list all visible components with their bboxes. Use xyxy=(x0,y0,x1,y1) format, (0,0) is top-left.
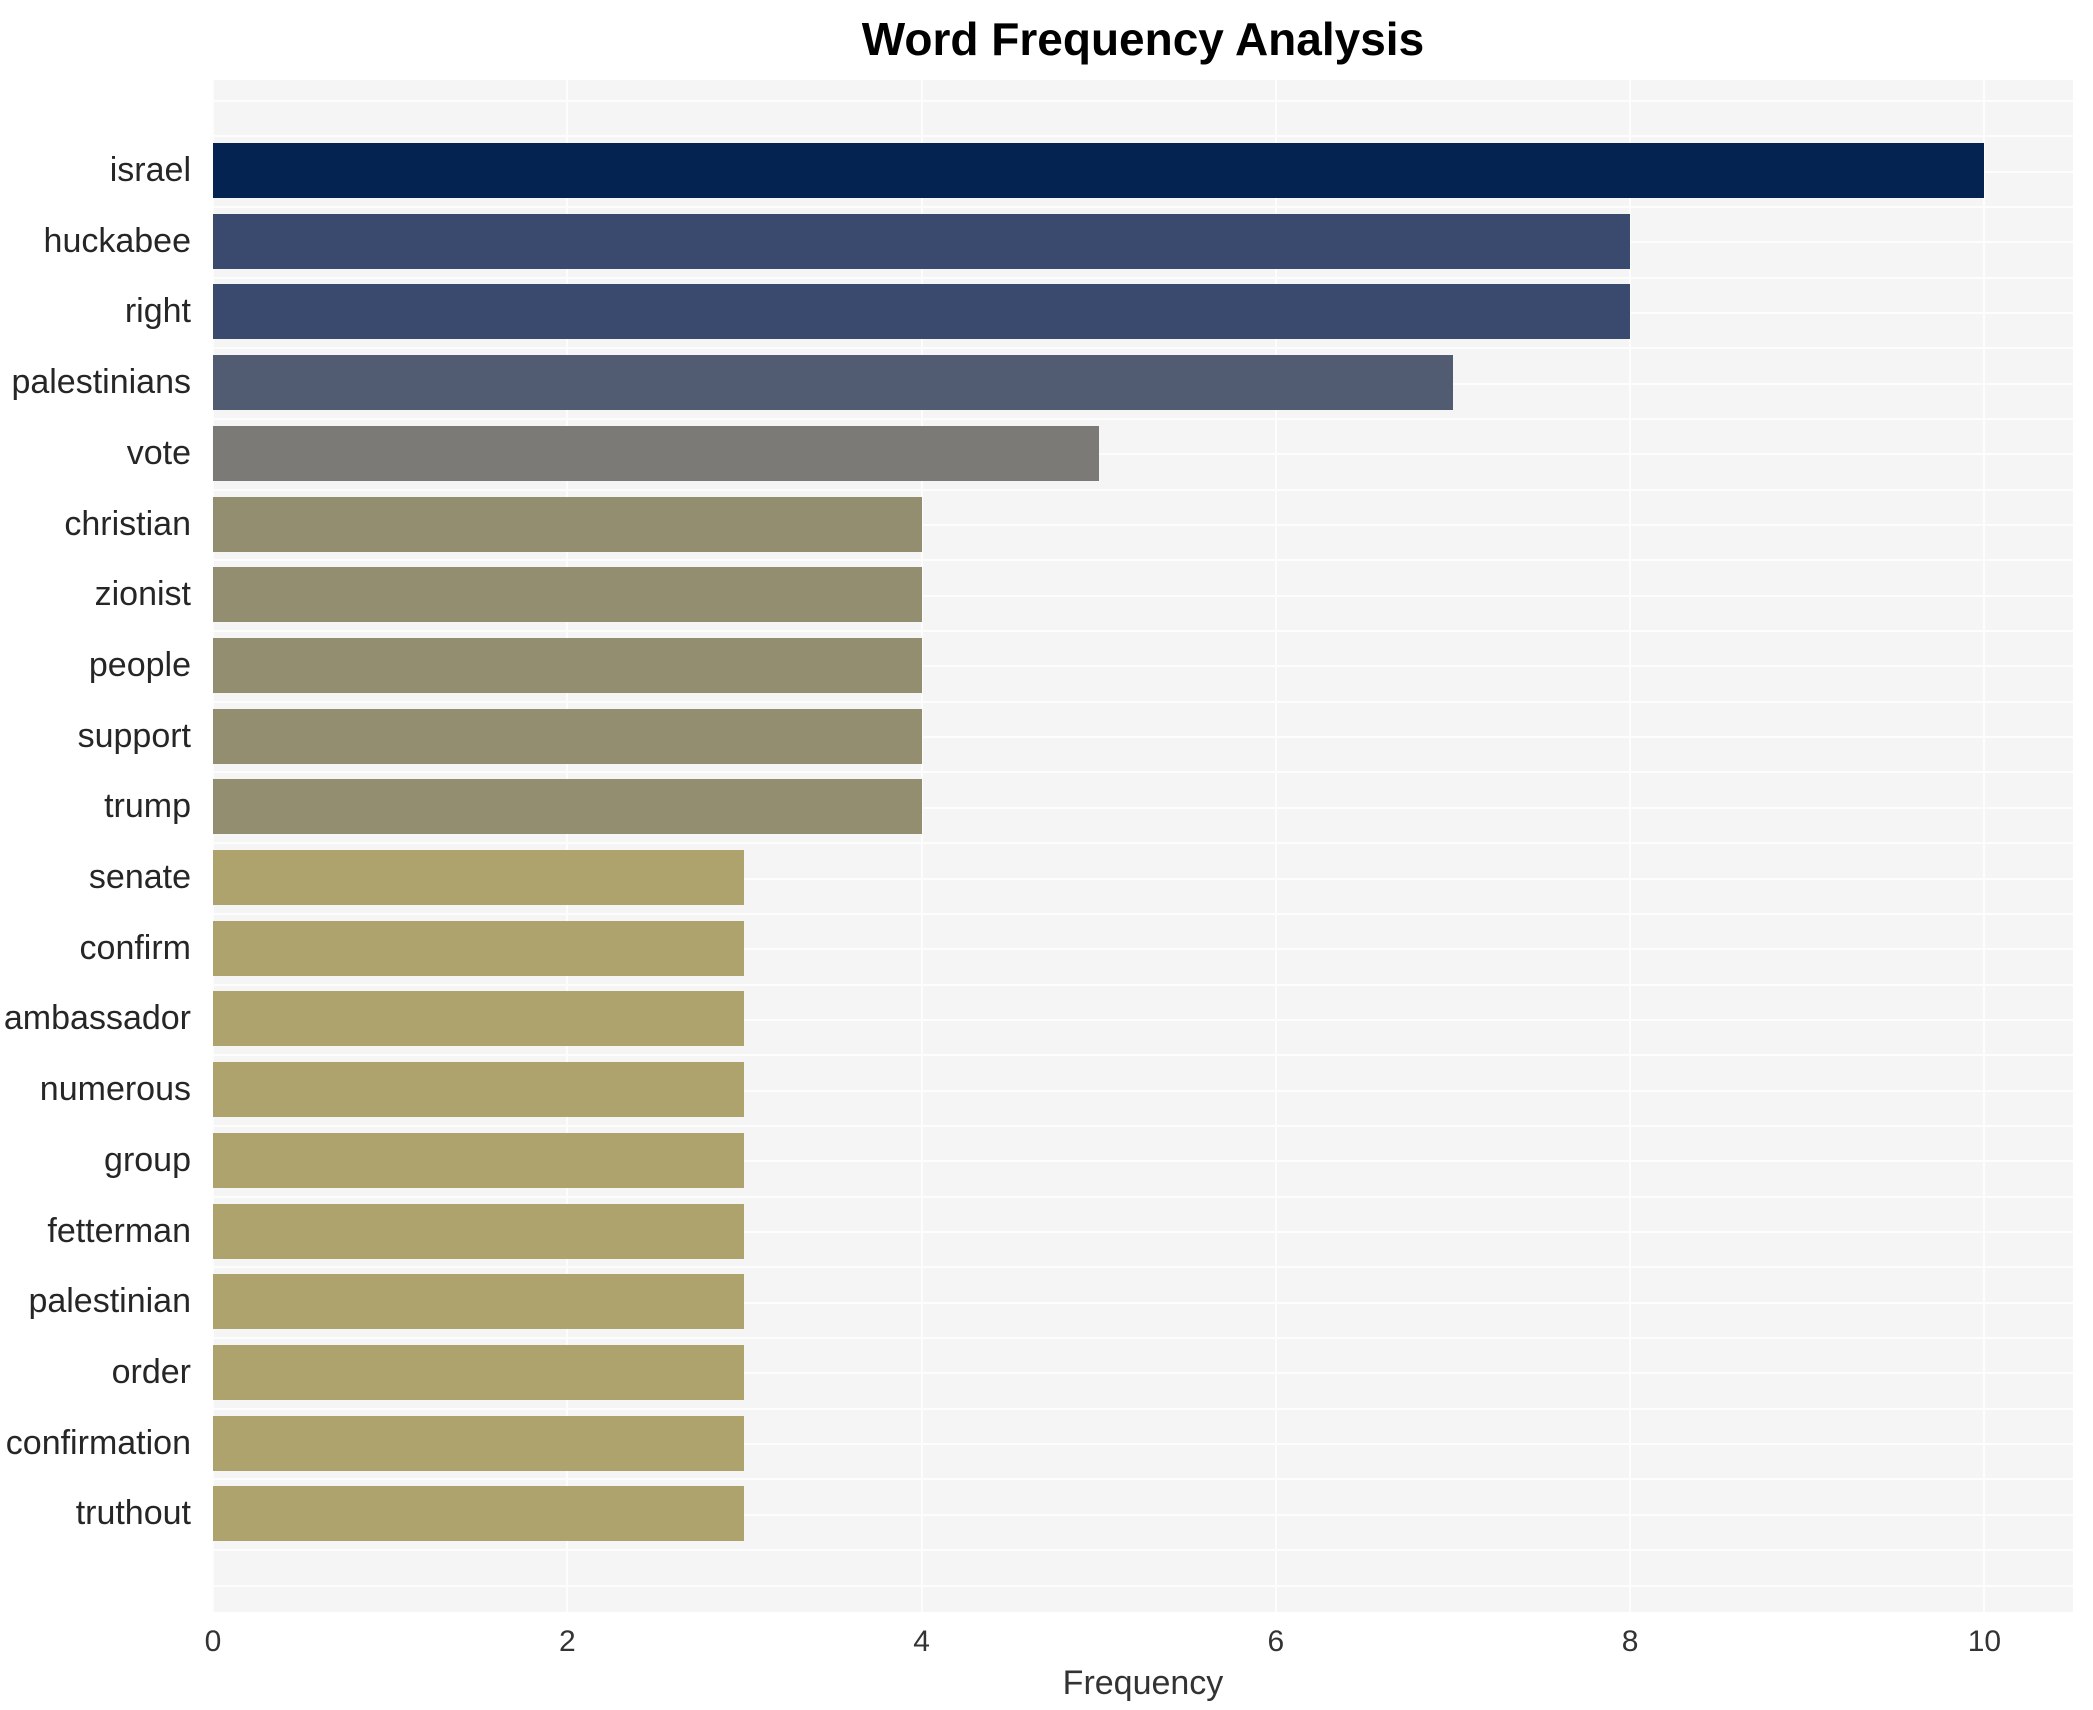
x-axis-tick-labels: 0 2 4 6 8 10 xyxy=(205,1622,2073,1662)
horizontal-gridline xyxy=(213,1372,2073,1375)
bar-palestinian xyxy=(213,1274,745,1330)
horizontal-gridline xyxy=(213,417,2073,420)
bar-palestinians xyxy=(213,355,1453,411)
x-tick-label-8: 8 xyxy=(1621,1625,1639,1658)
y-tick-label-israel: israel xyxy=(109,151,191,189)
x-tick-label-6: 6 xyxy=(1267,1625,1285,1658)
horizontal-gridline xyxy=(213,1054,2073,1057)
y-tick-label-confirmation: confirmation xyxy=(5,1423,191,1462)
horizontal-gridline xyxy=(213,1124,2073,1127)
horizontal-gridline xyxy=(213,1301,2073,1304)
y-tick-label-senate: senate xyxy=(88,858,191,896)
bar-right xyxy=(213,284,1631,340)
vertical-gridline xyxy=(1983,80,1986,1612)
horizontal-gridline xyxy=(213,1584,2073,1587)
bar-israel xyxy=(213,143,1985,198)
horizontal-gridline xyxy=(213,806,2073,809)
horizontal-gridline xyxy=(213,1231,2073,1233)
bar-zionist xyxy=(213,567,922,623)
horizontal-gridline xyxy=(213,842,2073,845)
vertical-gridline xyxy=(920,80,923,1612)
bar-confirmation xyxy=(213,1415,745,1471)
y-tick-label-palestinian: palestinian xyxy=(28,1282,191,1321)
horizontal-gridline xyxy=(213,1337,2073,1340)
x-tick-label-0: 0 xyxy=(204,1625,222,1658)
y-tick-label-christian: christian xyxy=(64,504,191,543)
vertical-gridline xyxy=(1629,80,1632,1612)
bar-people xyxy=(213,637,922,693)
horizontal-gridline xyxy=(213,1513,2073,1516)
y-tick-label-numerous: numerous xyxy=(39,1070,191,1109)
horizontal-gridline xyxy=(213,771,2073,774)
chart-title: Word Frequency Analysis xyxy=(861,13,1425,65)
y-tick-label-confirm: confirm xyxy=(79,928,191,967)
x-tick-label-2: 2 xyxy=(558,1625,576,1658)
horizontal-gridline xyxy=(213,99,2073,102)
horizontal-gridline xyxy=(213,1195,2073,1198)
horizontal-gridline xyxy=(213,135,2073,138)
horizontal-gridline xyxy=(213,524,2073,526)
y-tick-label-group: group xyxy=(104,1140,191,1179)
bar-trump xyxy=(213,779,922,835)
horizontal-gridline xyxy=(213,559,2073,562)
bar-numerous xyxy=(213,1062,745,1118)
horizontal-gridline xyxy=(213,700,2073,703)
y-axis-labels: israel huckabee right palestinians vote chris… xyxy=(0,80,201,1612)
horizontal-gridline xyxy=(213,488,2073,491)
horizontal-gridline xyxy=(213,347,2073,350)
plot-area xyxy=(212,80,2073,1612)
y-tick-label-ambassador: ambassador xyxy=(3,999,191,1038)
vertical-gridline xyxy=(1274,80,1277,1612)
horizontal-gridline xyxy=(213,205,2073,208)
bar-confirm xyxy=(213,920,745,976)
bar-senate xyxy=(213,850,745,905)
horizontal-gridline xyxy=(213,948,2073,951)
horizontal-gridline xyxy=(213,983,2073,986)
y-tick-label-palestinians: palestinians xyxy=(11,363,191,402)
bar-group xyxy=(213,1132,745,1188)
horizontal-gridline xyxy=(213,594,2073,597)
vertical-gridline xyxy=(212,80,214,1612)
x-tick-label-4: 4 xyxy=(913,1625,930,1658)
bar-huckabee xyxy=(213,213,1631,269)
horizontal-gridline xyxy=(213,665,2073,668)
horizontal-gridline xyxy=(213,1407,2073,1410)
horizontal-gridline xyxy=(213,877,2073,880)
horizontal-gridline xyxy=(213,736,2073,739)
bar-support xyxy=(213,708,922,764)
vertical-gridline xyxy=(566,80,569,1612)
bar-vote xyxy=(213,425,1099,481)
bar-order xyxy=(213,1344,745,1400)
horizontal-gridline xyxy=(213,1266,2073,1269)
y-tick-label-support: support xyxy=(77,716,191,755)
x-tick-label-10: 10 xyxy=(1967,1625,2002,1658)
horizontal-gridline xyxy=(213,1018,2073,1021)
bar-fetterman xyxy=(213,1203,745,1259)
y-tick-label-trump: trump xyxy=(104,787,191,826)
y-tick-label-huckabee: huckabee xyxy=(43,221,191,260)
bar-truthout xyxy=(213,1486,745,1542)
y-tick-label-fetterman: fetterman xyxy=(47,1211,191,1250)
horizontal-gridline xyxy=(213,1089,2073,1092)
y-tick-label-right: right xyxy=(124,292,191,331)
bar-christian xyxy=(213,496,922,552)
horizontal-gridline xyxy=(213,630,2073,633)
x-axis-title: Frequency xyxy=(1062,1664,1224,1702)
y-tick-label-vote: vote xyxy=(126,433,191,472)
y-tick-label-truthout: truthout xyxy=(75,1494,191,1533)
horizontal-gridline xyxy=(213,912,2073,915)
horizontal-gridline xyxy=(213,1160,2073,1163)
horizontal-gridline xyxy=(213,1478,2073,1481)
y-tick-label-order: order xyxy=(111,1352,191,1391)
horizontal-gridline xyxy=(213,453,2073,456)
horizontal-gridline xyxy=(213,276,2073,279)
y-tick-label-zionist: zionist xyxy=(94,575,191,614)
horizontal-gridline xyxy=(213,1549,2073,1552)
bar-ambassador xyxy=(213,991,745,1047)
horizontal-gridline xyxy=(213,1443,2073,1446)
y-tick-label-people: people xyxy=(88,645,191,684)
